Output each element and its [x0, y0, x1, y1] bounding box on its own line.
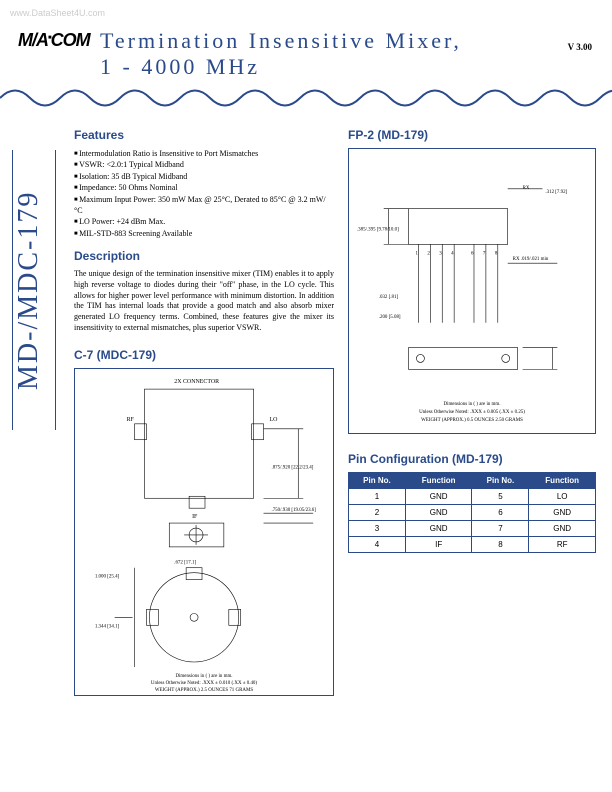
wavy-divider — [0, 88, 612, 108]
title-line-1: Termination Insensitive Mixer, — [100, 28, 462, 53]
description-heading: Description — [74, 249, 334, 263]
svg-text:7: 7 — [483, 251, 486, 256]
table-cell: GND — [529, 521, 596, 537]
logo-text: M/A■COM — [18, 30, 90, 51]
features-list: Intermodulation Ratio is Insensitive to … — [74, 148, 334, 239]
table-cell: IF — [405, 537, 472, 553]
table-cell: 2 — [349, 505, 406, 521]
pin-config-table: Pin No. Function Pin No. Function 1 GND … — [348, 472, 596, 553]
table-cell: 4 — [349, 537, 406, 553]
svg-text:6: 6 — [471, 251, 474, 256]
table-row: 2 GND 6 GND — [349, 505, 596, 521]
fp2-heading: FP-2 (MD-179) — [348, 128, 596, 142]
feature-item: Intermodulation Ratio is Insensitive to … — [74, 148, 334, 159]
svg-text:Unless Otherwise Noted: .XXX ±: Unless Otherwise Noted: .XXX ± 0.010 (.X… — [151, 681, 257, 686]
table-cell: GND — [405, 505, 472, 521]
svg-text:.750/.930 [19.05/23.6]: .750/.930 [19.05/23.6] — [271, 508, 316, 513]
logo: M/A■COM — [18, 30, 90, 51]
svg-text:Dimensions in ( ) are in mm.: Dimensions in ( ) are in mm. — [444, 402, 501, 407]
version-label: V 3.00 — [568, 42, 592, 52]
svg-text:RX: RX — [523, 186, 530, 191]
main-content: Features Intermodulation Ratio is Insens… — [74, 118, 596, 696]
table-header: Pin No. — [349, 473, 406, 489]
svg-text:.032 [.81]: .032 [.81] — [379, 295, 399, 300]
left-column: Features Intermodulation Ratio is Insens… — [74, 118, 334, 696]
table-cell: 3 — [349, 521, 406, 537]
table-header: Function — [529, 473, 596, 489]
svg-text:1.344 [34.1]: 1.344 [34.1] — [95, 624, 120, 629]
table-cell: GND — [405, 489, 472, 505]
table-cell: RF — [529, 537, 596, 553]
fp2-diagram-svg: 1 2 3 4 6 7 8 RX .312 [7.92] .385/.395 [… — [349, 148, 595, 434]
svg-text:.200 [5.08]: .200 [5.08] — [379, 315, 401, 320]
svg-text:Unless Otherwise Noted: .XXX ±: Unless Otherwise Noted: .XXX ± 0.005 (.X… — [419, 410, 525, 415]
svg-text:4: 4 — [451, 251, 454, 256]
svg-text:IF: IF — [192, 514, 198, 520]
feature-item: Isolation: 35 dB Typical Midband — [74, 171, 334, 182]
svg-text:2X CONNECTOR: 2X CONNECTOR — [174, 379, 219, 385]
table-cell: 6 — [472, 505, 529, 521]
c7-diagram-svg: RF LO IF 2X CONNECTOR .875/.920 [22.2/23… — [75, 368, 333, 696]
svg-text:RF: RF — [127, 417, 135, 423]
svg-text:.312 [7.92]: .312 [7.92] — [545, 190, 567, 195]
feature-item: Maximum Input Power: 350 mW Max @ 25°C, … — [74, 194, 334, 217]
svg-text:WEIGHT (APPROX.) 2.5 OUNCES: WEIGHT (APPROX.) 2.5 OUNCES 71 GRAMS — [155, 687, 254, 692]
fp2-diagram-box: 1 2 3 4 6 7 8 RX .312 [7.92] .385/.395 [… — [348, 148, 596, 434]
feature-item: LO Power: +24 dBm Max. — [74, 216, 334, 227]
right-column: FP-2 (MD-179) 1 2 3 4 6 7 8 — [348, 118, 596, 553]
table-header-row: Pin No. Function Pin No. Function — [349, 473, 596, 489]
c7-heading: C-7 (MDC-179) — [74, 348, 334, 362]
table-cell: 7 — [472, 521, 529, 537]
description-text: The unique design of the termination ins… — [74, 269, 334, 334]
svg-text:WEIGHT (APPROX.) 0.5 OUNCES: WEIGHT (APPROX.) 0.5 OUNCES 2.50 GRAMS — [421, 418, 523, 423]
features-heading: Features — [74, 128, 334, 142]
watermark-text: www.DataSheet4U.com — [10, 8, 105, 18]
title-line-2: 1 - 4000 MHz — [100, 54, 260, 79]
table-cell: LO — [529, 489, 596, 505]
page-title: Termination Insensitive Mixer, 1 - 4000 … — [100, 28, 462, 81]
svg-text:2: 2 — [427, 251, 430, 256]
svg-text:1.000 [25.4]: 1.000 [25.4] — [95, 574, 120, 579]
svg-text:8: 8 — [495, 251, 498, 256]
table-row: 4 IF 8 RF — [349, 537, 596, 553]
table-header: Function — [405, 473, 472, 489]
svg-text:RX .019/.021 min: RX .019/.021 min — [513, 257, 549, 262]
feature-item: VSWR: <2.0:1 Typical Midband — [74, 159, 334, 170]
c7-diagram-box: RF LO IF 2X CONNECTOR .875/.920 [22.2/23… — [74, 368, 334, 696]
svg-text:.672 [17.1]: .672 [17.1] — [174, 560, 196, 565]
feature-item: Impedance: 50 Ohms Nominal — [74, 182, 334, 193]
svg-text:.875/.920 [22.2/23.4]: .875/.920 [22.2/23.4] — [271, 465, 313, 470]
table-row: 3 GND 7 GND — [349, 521, 596, 537]
table-header: Pin No. — [472, 473, 529, 489]
table-cell: 8 — [472, 537, 529, 553]
table-cell: GND — [529, 505, 596, 521]
svg-text:.385/.395 [9.78/10.0]: .385/.395 [9.78/10.0] — [357, 227, 399, 232]
table-cell: 1 — [349, 489, 406, 505]
table-row: 1 GND 5 LO — [349, 489, 596, 505]
svg-text:3: 3 — [439, 251, 442, 256]
table-cell: 5 — [472, 489, 529, 505]
svg-text:1: 1 — [415, 251, 418, 256]
svg-text:LO: LO — [269, 417, 278, 423]
side-product-label: MD-/MDC-179 — [12, 150, 56, 430]
svg-text:Dimensions in ( ) are in mm.: Dimensions in ( ) are in mm. — [175, 674, 232, 679]
table-cell: GND — [405, 521, 472, 537]
pinconfig-heading: Pin Configuration (MD-179) — [348, 452, 596, 466]
feature-item: MIL-STD-883 Screening Available — [74, 228, 334, 239]
